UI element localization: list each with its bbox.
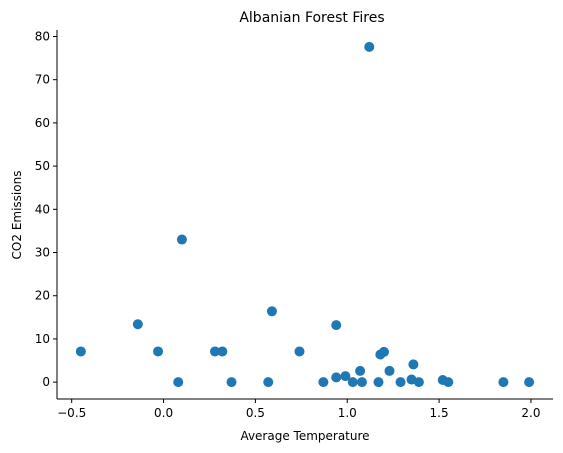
- data-point: [356, 377, 367, 388]
- plot-area: [75, 41, 535, 388]
- x-tick-label: 0.0: [154, 406, 173, 420]
- data-point: [408, 359, 419, 370]
- x-tick-label: 1.5: [430, 406, 449, 420]
- y-tick-label: 70: [35, 73, 50, 87]
- data-point: [153, 346, 164, 357]
- y-tick-label: 50: [35, 159, 50, 173]
- y-axis: 0 10 20 30 40 50 60 70 80: [35, 29, 58, 399]
- data-point: [132, 319, 143, 330]
- data-point: [340, 371, 351, 382]
- x-axis: −0.5 0.0 0.5 1.0 1.5 2.0: [57, 398, 553, 420]
- y-tick-label: 20: [35, 289, 50, 303]
- data-point: [384, 365, 395, 376]
- x-axis-label: Average Temperature: [240, 429, 369, 443]
- data-point: [226, 377, 237, 388]
- y-tick-label: 30: [35, 246, 50, 260]
- y-axis-label: CO2 Emissions: [10, 171, 24, 260]
- data-point: [373, 377, 384, 388]
- data-point: [176, 234, 187, 245]
- data-point: [173, 377, 184, 388]
- x-tick-label: 0.5: [246, 406, 265, 420]
- x-tick-label: 1.0: [338, 406, 357, 420]
- x-tick-label: −0.5: [57, 406, 86, 420]
- data-point: [524, 377, 535, 388]
- data-point: [443, 377, 454, 388]
- data-point: [75, 346, 86, 357]
- data-point: [266, 306, 277, 317]
- y-tick-label: 10: [35, 332, 50, 346]
- data-point: [217, 346, 228, 357]
- y-tick-label: 60: [35, 116, 50, 130]
- data-point: [364, 41, 375, 52]
- y-tick-label: 0: [42, 375, 50, 389]
- data-point: [331, 372, 342, 383]
- data-point: [378, 346, 389, 357]
- chart-title: Albanian Forest Fires: [239, 10, 384, 26]
- data-point: [347, 377, 358, 388]
- data-point: [355, 365, 366, 376]
- x-tick-label: 2.0: [521, 406, 540, 420]
- data-point: [209, 346, 220, 357]
- y-tick-label: 80: [35, 29, 50, 43]
- data-point: [395, 377, 406, 388]
- data-point: [413, 377, 424, 388]
- data-point: [318, 377, 329, 388]
- data-point: [498, 377, 509, 388]
- data-point: [294, 346, 305, 357]
- data-point: [331, 320, 342, 331]
- data-point: [263, 377, 274, 388]
- y-tick-label: 40: [35, 202, 50, 216]
